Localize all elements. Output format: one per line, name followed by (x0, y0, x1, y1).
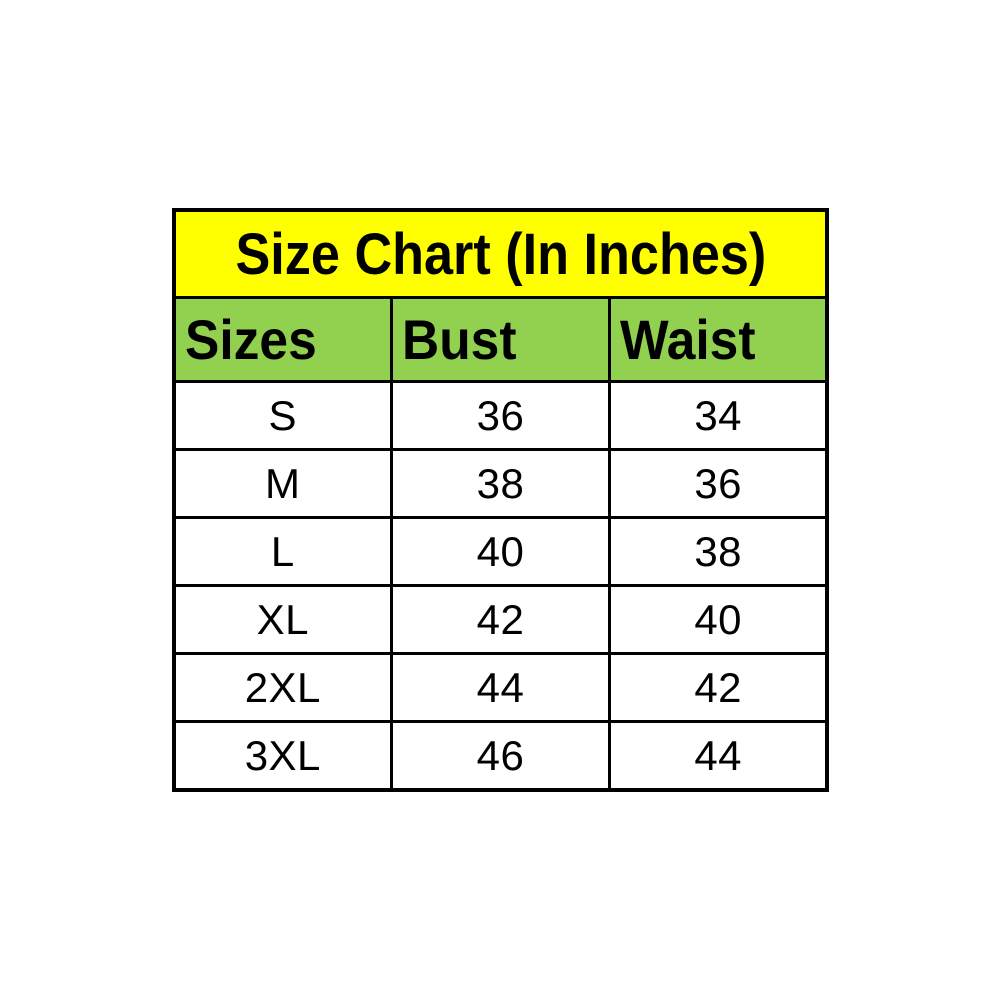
column-header-sizes: Sizes (176, 299, 390, 380)
column-header-sizes-label: Sizes (185, 308, 317, 371)
row-3-size-cell: XL (176, 587, 390, 652)
table-title: Size Chart (In Inches) (176, 212, 825, 296)
column-header-bust-label: Bust (401, 308, 517, 371)
row-3-waist-cell: 40 (611, 587, 825, 652)
row-0-bust-cell: 36 (392, 383, 609, 448)
row-1-bust-cell: 38 (392, 451, 609, 516)
column-header-waist-label: Waist (620, 308, 756, 371)
row-3-bust-cell: 42 (392, 587, 609, 652)
table-title-text: Size Chart (In Inches) (235, 221, 766, 287)
row-4-size-cell: 2XL (176, 655, 390, 720)
row-5-waist-cell: 44 (611, 723, 825, 788)
row-2-size-cell: L (176, 519, 390, 584)
row-5-bust-cell: 46 (392, 723, 609, 788)
row-0-size-cell: S (176, 383, 390, 448)
row-2-waist-cell: 38 (611, 519, 825, 584)
column-header-waist: Waist (611, 299, 825, 380)
size-chart-table: Size Chart (In Inches) Sizes Bust Waist … (172, 208, 829, 792)
row-4-bust-cell: 44 (392, 655, 609, 720)
row-5-size-cell: 3XL (176, 723, 390, 788)
row-2-bust-cell: 40 (392, 519, 609, 584)
row-1-waist-cell: 36 (611, 451, 825, 516)
row-4-waist-cell: 42 (611, 655, 825, 720)
column-header-bust: Bust (392, 299, 609, 380)
row-0-waist-cell: 34 (611, 383, 825, 448)
row-1-size-cell: M (176, 451, 390, 516)
